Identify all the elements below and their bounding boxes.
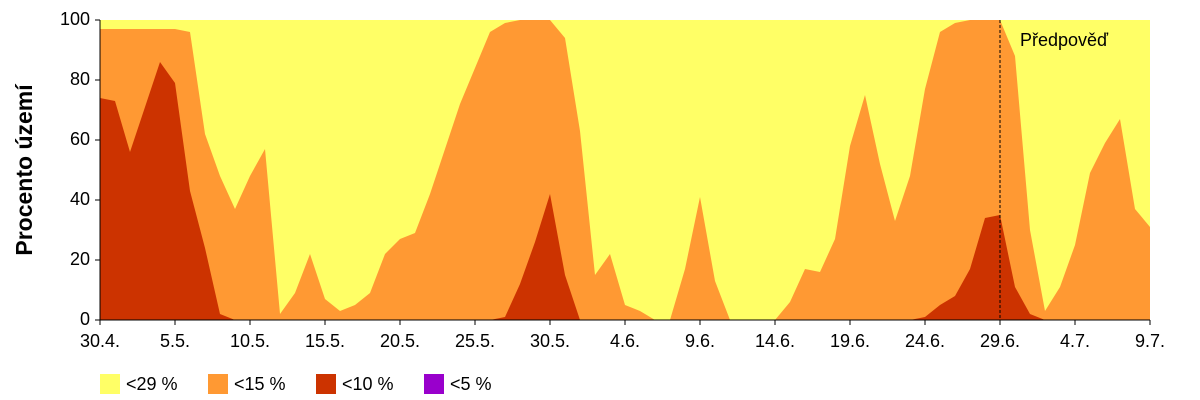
x-tick-label: 14.6. — [755, 331, 795, 351]
x-tick-label: 15.5. — [305, 331, 345, 351]
legend-swatch — [100, 374, 120, 394]
legend-swatch — [424, 374, 444, 394]
x-tick-label: 30.5. — [530, 331, 570, 351]
x-tick-label: 9.6. — [685, 331, 715, 351]
legend-label: <15 % — [234, 374, 286, 394]
y-tick-label: 20 — [70, 249, 90, 269]
x-tick-label: 29.6. — [980, 331, 1020, 351]
legend-swatch — [208, 374, 228, 394]
y-tick-label: 0 — [80, 309, 90, 329]
x-tick-label: 25.5. — [455, 331, 495, 351]
y-tick-label: 40 — [70, 189, 90, 209]
x-tick-label: 30.4. — [80, 331, 120, 351]
y-tick-label: 100 — [60, 9, 90, 29]
x-tick-label: 24.6. — [905, 331, 945, 351]
legend-label: <10 % — [342, 374, 394, 394]
x-tick-label: 19.6. — [830, 331, 870, 351]
y-axis-title: Procento území — [11, 83, 37, 256]
legend-label: <5 % — [450, 374, 492, 394]
x-tick-label: 5.5. — [160, 331, 190, 351]
annotation: Předpověď — [1020, 30, 1109, 50]
x-tick-label: 4.6. — [610, 331, 640, 351]
y-tick-label: 80 — [70, 69, 90, 89]
x-tick-label: 4.7. — [1060, 331, 1090, 351]
x-tick-label: 9.7. — [1135, 331, 1165, 351]
y-tick-label: 60 — [70, 129, 90, 149]
x-tick-label: 20.5. — [380, 331, 420, 351]
x-tick-label: 10.5. — [230, 331, 270, 351]
legend-swatch — [316, 374, 336, 394]
area — [100, 62, 1150, 320]
area — [100, 20, 1150, 320]
legend-label: <29 % — [126, 374, 178, 394]
